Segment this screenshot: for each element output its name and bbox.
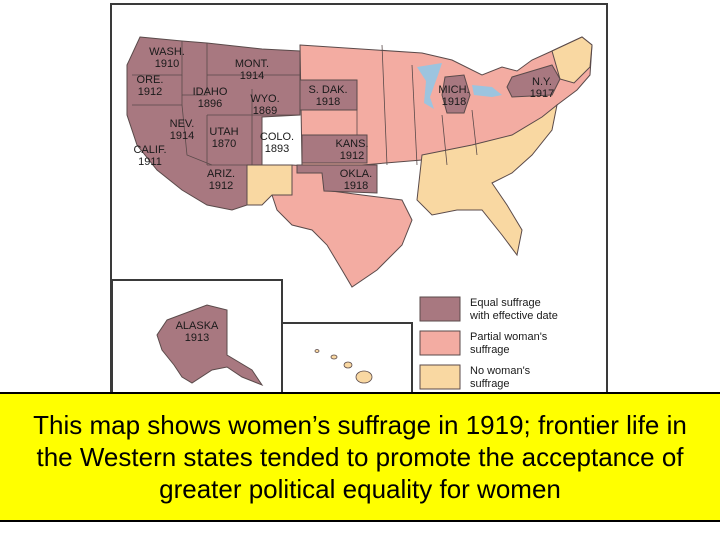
label-kans-year: 1912 (340, 150, 364, 162)
label-sdak-name: S. DAK. (308, 84, 347, 96)
label-ny-name: N.Y. (532, 76, 552, 88)
legend-swatch-partial (419, 330, 461, 356)
label-idaho-name: IDAHO (193, 86, 228, 98)
state-kans (301, 134, 368, 164)
label-kans-name: KANS. (335, 138, 368, 150)
label-ore-name: ORE. (137, 74, 164, 86)
label-utah-name: UTAH (209, 126, 238, 138)
label-colo-year: 1893 (265, 143, 289, 155)
label-wyo-name: WYO. (250, 93, 279, 105)
region-west-equal (126, 36, 301, 211)
legend-partial-line2: suffrage (470, 344, 510, 356)
label-alaska-name: ALASKA (176, 320, 219, 332)
label-wash-name: WASH. (149, 46, 185, 58)
legend-equal-line2: with effective date (469, 310, 558, 322)
label-okla-name: OKLA. (340, 168, 372, 180)
hawaii-inset (281, 322, 413, 398)
legend-equal-line1: Equal suffrage (470, 297, 541, 309)
caption-text: This map shows women’s suffrage in 1919;… (33, 410, 687, 504)
label-mich-name: MICH. (438, 84, 469, 96)
legend-none-line2: suffrage (470, 378, 510, 390)
label-calif-year: 1911 (138, 156, 162, 168)
suffrage-map: Equal suffrage with effective date Parti… (110, 3, 608, 400)
label-mich-year: 1918 (442, 96, 466, 108)
label-nev-year: 1914 (170, 130, 194, 142)
legend-swatch-none (419, 364, 461, 390)
legend-partial-line1: Partial woman's (470, 331, 548, 343)
state-okla (296, 164, 378, 194)
label-mont-name: MONT. (235, 58, 269, 70)
label-calif-name: CALIF. (133, 144, 166, 156)
label-wyo-year: 1869 (253, 105, 277, 117)
state-borders (132, 41, 478, 166)
map-canvas: Equal suffrage with effective date Parti… (112, 36, 593, 398)
label-mont-year: 1914 (240, 70, 264, 82)
label-ariz-year: 1912 (209, 180, 233, 192)
region-southeast-none (416, 103, 558, 257)
label-ore-year: 1912 (138, 86, 162, 98)
hawaii-islands (314, 349, 373, 384)
legend-swatch-equal (419, 296, 461, 322)
label-colo-name: COLO. (260, 131, 294, 143)
state-texas (271, 164, 413, 288)
label-ariz-name: ARIZ. (207, 168, 235, 180)
state-alaska (156, 304, 264, 387)
legend-none-line1: No woman's (470, 365, 531, 377)
label-ny-year: 1917 (530, 88, 554, 100)
great-lakes (417, 63, 502, 109)
label-sdak-year: 1918 (316, 96, 340, 108)
state-mich (441, 74, 471, 114)
label-wash-year: 1910 (155, 58, 179, 70)
label-alaska-year: 1913 (185, 332, 209, 344)
label-nev-name: NEV. (170, 118, 195, 130)
caption-box: This map shows women’s suffrage in 1919;… (0, 392, 720, 522)
state-ny (506, 64, 561, 98)
label-utah-year: 1870 (212, 138, 236, 150)
label-okla-year: 1918 (344, 180, 368, 192)
state-labels: WASH. 1910 ORE. 1912 CALIF. 1911 IDAHO 1… (133, 46, 554, 344)
label-idaho-year: 1896 (198, 98, 222, 110)
